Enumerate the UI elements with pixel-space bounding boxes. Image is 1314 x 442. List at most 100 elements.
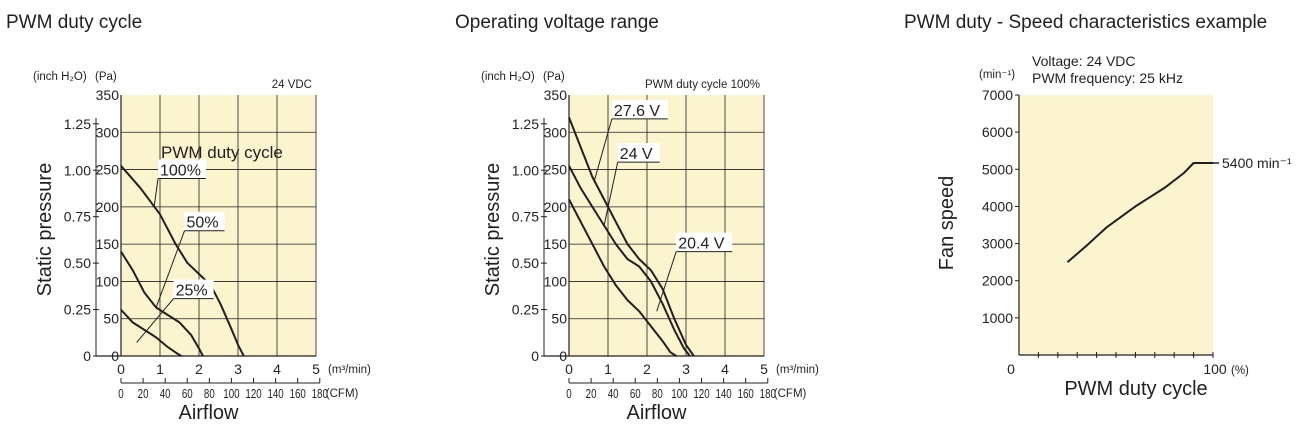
chart1-series-leader-line [136,298,174,343]
chart1-y2-tick-label: 1.00 [64,162,91,178]
chart1-x2-tick-label: 0 [118,388,123,401]
chart1-y2-tick-label: 0 [83,348,91,364]
chart3-y-tick-label: 6000 [982,124,1013,140]
chart3-x-end-label: 100 [1203,361,1227,377]
chart1-y2-tick-label: 1.25 [64,116,91,132]
chart3-y-tick-label: 1000 [982,310,1013,326]
chart2-group: 05010015020025030035000.250.500.751.001.… [481,71,819,424]
chart3-y-unit: (min⁻¹) [979,69,1015,81]
chart3-condition-line: PWM frequency: 25 kHz [1032,70,1183,86]
chart1-x2-tick-label: 140 [267,388,283,401]
chart1-group: 05010015020025030035000.250.500.751.001.… [33,71,371,424]
chart2-y2-tick-label: 0.75 [512,209,539,225]
chart2-y-tick-label: 50 [551,311,567,327]
chart1-y-unit-inch: (inch H₂O) [33,71,87,83]
chart1-series-line [120,165,245,357]
chart1-x2-tick-label: 100 [223,388,239,401]
chart1-series-label: 100% [160,163,201,180]
chart1-legend-title: PWM duty cycle [161,143,283,162]
chart1-series-label-bg [158,159,206,179]
chart3-x-axis-title: PWM duty cycle [1064,378,1207,400]
chart1-x2-tick-label: 40 [160,388,171,401]
chart1-x2-tick-label: 160 [290,388,306,401]
chart2-y-tick-label: 200 [544,199,568,215]
chart1-series-label: 50% [187,215,219,232]
chart1-x-tick-label: 3 [234,361,242,377]
chart2-x-tick-label: 1 [604,361,612,377]
chart1-x-tick-label: 4 [273,361,281,377]
chart1-x2-tick-label: 60 [182,388,193,401]
chart2-y-tick-label: 150 [544,236,568,252]
chart1-x-axis-title: Airflow [178,402,239,424]
chart2-x2-tick-label: 180 [760,388,776,401]
chart1-y2-tick-label: 0.75 [64,209,91,225]
chart2-x2-tick-label: 60 [630,388,641,401]
chart2-y2-tick-label: 1.25 [512,116,539,132]
chart2-series-line [568,198,677,357]
chart2-x2-tick-label: 100 [671,388,687,401]
chart1-x-unit: (m³/min) [328,364,371,376]
chart2-x-tick-label: 0 [565,361,573,377]
chart3-plot-area [1019,95,1213,355]
chart2-series-label-bg [676,232,733,252]
chart2-series-leader-line [593,118,613,181]
chart1-y-tick-label: 200 [96,199,120,215]
chart2-y-unit-inch: (inch H₂O) [481,71,535,83]
chart2-y-tick-label: 250 [544,162,568,178]
chart2-series-line [568,117,695,357]
chart3-x-unit: (%) [1231,365,1249,377]
chart1-y-unit-pa: (Pa) [95,71,117,83]
chart1-title: PWM duty cycle [6,12,142,33]
chart2-x2-tick-label: 140 [715,388,731,401]
chart2-series-label-bg [611,99,668,119]
chart1-y-tick-label: 0 [111,348,119,364]
chart2-x-tick-label: 2 [643,361,651,377]
chart1-x2-tick-label: 20 [138,388,149,401]
chart2-x2-tick-label: 20 [586,388,597,401]
chart1-series-line [120,251,204,357]
chart3-condition-line: Voltage: 24 VDC [1032,53,1136,69]
chart2-x2-tick-label: 0 [566,388,571,401]
chart2-x2-tick-label: 120 [693,388,709,401]
chart2-x-tick-label: 3 [682,361,690,377]
chart3-group: 1000 2000 3000 4000 5000 6000 7000 0 100 (%) (min⁻… [936,53,1292,400]
chart2-series-label: 27.6 V [614,103,661,120]
chart1-x-tick-label: 1 [156,361,164,377]
chart2-title: Operating voltage range [455,12,659,33]
chart1-series-leader-line [153,178,159,207]
chart1-y-tick-label: 250 [96,162,120,178]
chart1-x2-unit: (CFM) [326,388,359,400]
chart1-y-tick-label: 350 [96,87,120,103]
chart1-series-label: 25% [176,283,208,300]
chart3-y-tick-label: 5000 [982,161,1013,177]
chart2-y-tick-label: 0 [559,348,567,364]
chart1-y2-tick-label: 0.50 [64,255,91,271]
chart3-y-tick-label: 2000 [982,273,1013,289]
chart2-x-tick-label: 5 [760,361,768,377]
chart1-x-tick-label: 5 [312,361,320,377]
chart2-y2-tick-label: 0.25 [512,302,539,318]
chart2-series-label: 20.4 V [678,236,725,253]
chart2-y-unit-pa: (Pa) [543,71,565,83]
chart3-max-label: 5400 min⁻¹ [1222,155,1292,171]
chart2-series-line [568,165,691,357]
chart3-y-tick-label: 3000 [982,236,1013,252]
chart3-title: PWM duty - Speed characteristics example [904,12,1267,33]
chart2-series-label: 24 V [620,146,653,163]
chart1-x2-tick-label: 120 [245,388,261,401]
chart3-y-axis-title: Fan speed [936,176,958,271]
chart2-plot-area [569,95,764,356]
chart2-x-axis-title: Airflow [626,402,687,424]
chart2-y-tick-label: 350 [544,87,568,103]
chart1-condition: 24 VDC [272,79,312,91]
chart1-y-tick-label: 300 [96,124,120,140]
chart1-x2-tick-label: 80 [204,388,215,401]
chart2-condition: PWM duty cycle 100% [645,79,760,91]
chart1-series-line [120,309,182,357]
chart2-y2-tick-label: 0 [531,348,539,364]
chart2-x2-tick-label: 160 [738,388,754,401]
chart1-x-tick-label: 2 [195,361,203,377]
chart2-series-label-bg [617,143,660,163]
chart2-x-tick-label: 4 [721,361,729,377]
